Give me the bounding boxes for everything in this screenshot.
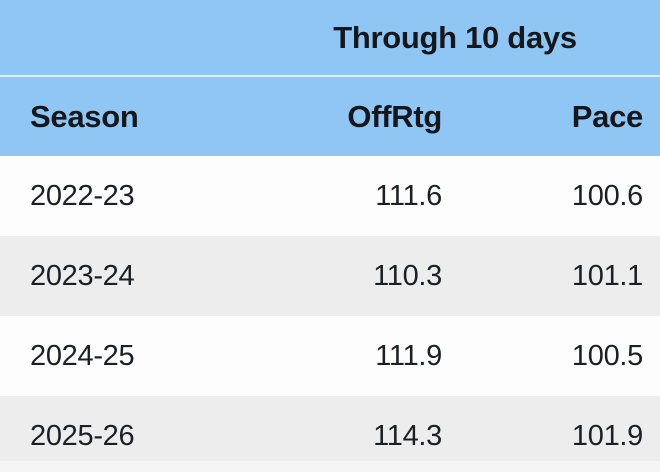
column-header-pace: Pace [571,98,644,134]
table-row: 2022-23 111.6 100.6 [0,156,660,236]
table-row: 2025-26 114.3 101.9 [0,396,660,472]
table-title-band: Through 10 days [0,0,660,77]
column-header-season: Season [30,98,139,134]
season-cell: 2022-23 [30,179,135,212]
column-header-offrtg: OffRtg [347,98,442,134]
season-cell: 2024-25 [30,339,135,372]
pace-cell: 101.1 [571,259,643,292]
offrtg-cell: 111.6 [375,179,442,212]
pace-cell: 100.6 [571,179,643,212]
offrtg-cell: 114.3 [373,419,442,452]
pace-cell: 101.9 [571,419,643,452]
pace-cell: 100.5 [571,339,643,372]
table-title: Through 10 days [333,19,577,55]
season-cell: 2025-26 [30,419,135,452]
table-row: 2023-24 110.3 101.1 [0,236,660,316]
season-cell: 2023-24 [30,259,135,292]
table-header-row: Season OffRtg Pace [0,77,660,156]
offrtg-cell: 110.3 [373,259,442,292]
table-row: 2024-25 111.9 100.5 [0,316,660,396]
offrtg-cell: 111.9 [375,339,442,372]
